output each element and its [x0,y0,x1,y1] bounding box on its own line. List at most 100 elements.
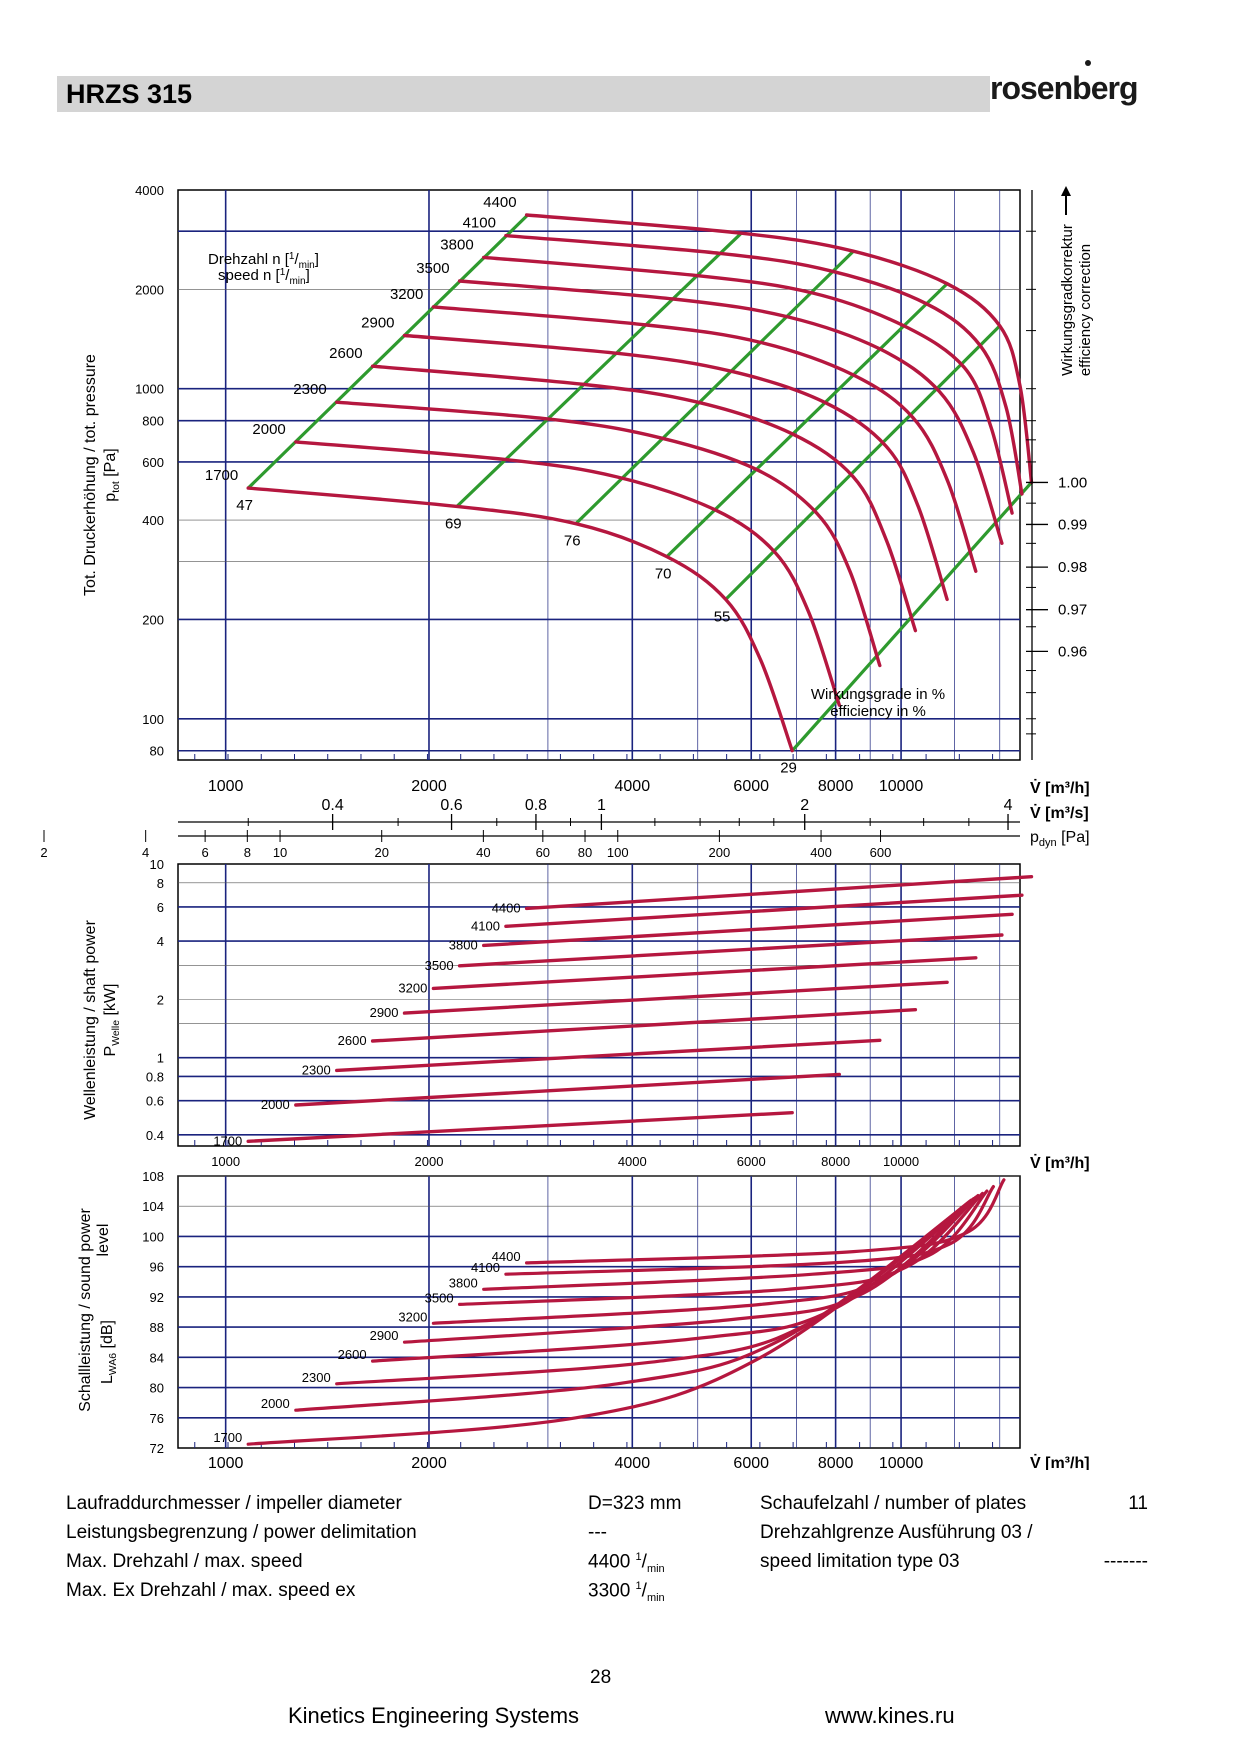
speed-curve-2600 [370,364,918,633]
x-tick-pdyn: 80 [578,845,592,860]
x-tick-m3h: 1000 [211,1154,240,1169]
model-title: HRZS 315 [66,79,193,109]
y-tick-label: 100 [142,1229,164,1244]
correction-tick-label: 0.99 [1058,516,1087,533]
x-tick-m3h: 4000 [615,1455,651,1470]
spec-unit-den: min [646,1563,665,1576]
sound-curve-1700 [246,1204,969,1446]
spec-label-2: speed limitation type 03 [760,1551,960,1572]
x-tick-m3h: 8000 [821,1154,850,1169]
x-tick-m3h: 1000 [208,1455,244,1470]
efficiency-value-76: 76 [564,533,581,550]
y-axis-unit-label: PWelle [kW] [102,984,122,1057]
x-tick-pdyn: 20 [374,845,388,860]
x-tick-pdyn: 6 [202,845,209,860]
speed-label-1700: 1700 [205,467,238,484]
x-tick-m3s: 0.6 [440,797,462,814]
y-axis-unit-label: ptot [Pa] [102,448,122,501]
x-tick-pdyn: 60 [536,845,550,860]
spec-label: Max. Drehzahl / max. speed [66,1551,303,1572]
x-tick-m3h: 6000 [733,1455,769,1470]
x-tick-m3s: 0.8 [525,797,547,814]
efficiency-value-47: 47 [236,497,253,514]
x-tick-pdyn: 600 [870,845,892,860]
speed-label-en: speed n [1/min] [218,267,310,287]
y-axis-label-2: level [95,1224,112,1257]
x-tick-m3s: 0.4 [322,797,344,814]
header-bar [57,76,990,112]
sound-label-2000: 2000 [261,1396,290,1411]
spec-value: --- [588,1522,607,1543]
x-tick-m3h: 6000 [737,1154,766,1169]
y-tick-label: 76 [150,1411,164,1426]
y-tick-label: 1 [157,1051,164,1066]
power-label-2900: 2900 [370,1005,399,1020]
spec-value: 3300 1/min [588,1580,665,1605]
efficiency-line-55 [724,324,1001,601]
y-tick-label: 200 [142,612,164,627]
x-tick-m3h: 8000 [818,1455,854,1470]
speed-label-3200: 3200 [390,286,423,303]
speed-curve-2300 [335,400,882,668]
y-tick-label: 96 [150,1260,164,1275]
speed-label-2000: 2000 [252,421,285,438]
power-curve-4400 [524,875,1034,911]
sound-power-chart: 1081041009692888480767217002000230026002… [77,1169,1090,1470]
power-label-1700: 1700 [213,1133,242,1148]
y-tick-label: 104 [142,1199,164,1214]
fan-performance-charts: 4000 2000 1000 800 600 400 200 100 80 47 69 76 70 55 2… [40,183,1094,1470]
plot-frame [177,1175,1021,1449]
speed-label-3500: 3500 [416,260,449,277]
spec-unit-den: min [646,1592,665,1605]
y-tick-label: 80 [150,1381,164,1396]
y-tick-label: 108 [142,1169,164,1184]
sound-label-3200: 3200 [398,1309,427,1324]
x-axis-unit-m3h: V̇ [m³/h] [1030,1454,1090,1470]
spec-label: Leistungsbegrenzung / power delimitation [66,1522,417,1543]
speed-curve-4100 [504,233,1024,496]
brand-logo-dot [1085,60,1091,66]
power-curve-2600 [370,1008,918,1043]
y-axis-label: Schallleistung / sound power [77,1207,94,1411]
x-tick-m3s: 1 [597,797,606,814]
x-tick-pdyn: 4 [142,845,149,860]
y-tick-label: 4 [157,934,164,949]
correction-tick-label: 0.97 [1058,602,1087,619]
power-label-3500: 3500 [425,958,454,973]
speed-curve-2000 [294,440,841,707]
y-tick-label: 4000 [135,183,164,198]
x-tick-m3h: 6000 [733,778,769,795]
page-number: 28 [590,1667,612,1688]
x-tick-m3h: 10000 [879,778,924,795]
sound-curve-2300 [335,1198,973,1386]
y-tick-label: 600 [142,455,164,470]
spec-value: 4400 1/min [588,1551,665,1576]
spec-value: D=323 mm [588,1493,682,1514]
speed-label-2900: 2900 [361,314,394,331]
y-tick-label: 84 [150,1350,164,1365]
x-tick-pdyn: 8 [244,845,251,860]
x-tick-m3h: 2000 [415,1154,444,1169]
spec-label-2: Drehzahlgrenze Ausführung 03 / [760,1522,1033,1543]
speed-curve-4400 [524,213,1034,485]
efficiency-value-70: 70 [655,566,672,583]
x-tick-pdyn: 200 [709,845,731,860]
x-tick-pdyn: 400 [810,845,832,860]
x-axis-unit-m3h: V̇ [m³/h] [1030,779,1090,797]
sound-curve-2900 [402,1195,978,1344]
sound-label-3500: 3500 [425,1290,454,1305]
y-axis-unit-label: LWA6 [dB] [99,1320,119,1384]
speed-curve-1700 [246,486,794,753]
sound-curve-4100 [504,1185,995,1276]
sound-label-4400: 4400 [492,1249,521,1264]
power-label-2000: 2000 [261,1097,290,1112]
power-curve-1700 [246,1111,794,1143]
x-tick-m3h: 4000 [618,1154,647,1169]
power-curve-2000 [294,1072,841,1107]
y-tick-label: 72 [150,1441,164,1456]
sound-label-2900: 2900 [370,1328,399,1343]
y-tick-label: 88 [150,1320,164,1335]
y-tick-label: 6 [157,900,164,915]
x-axis-unit-m3s: V̇ [m³/s] [1030,804,1089,822]
speed-label-4400: 4400 [483,194,516,211]
